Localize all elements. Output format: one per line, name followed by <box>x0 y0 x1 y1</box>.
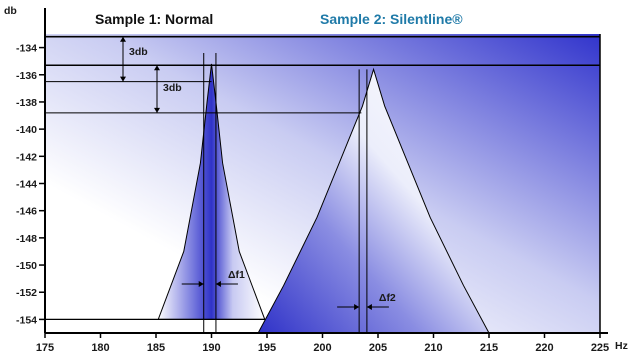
x-tick-label: 215 <box>480 342 498 353</box>
delta-arrowhead-left-series-1 <box>198 281 204 287</box>
peak-area-series-1 <box>157 63 266 320</box>
x-tick-label: 190 <box>202 342 220 353</box>
y-tick-label: -154 <box>16 314 37 326</box>
delta-label-series-2: Δf2 <box>379 292 396 304</box>
chart-title-sample-1: Sample 1: Normal <box>95 11 213 27</box>
y-tick-label: -136 <box>16 70 37 82</box>
y-tick-label: -142 <box>16 151 37 163</box>
3db-arrowhead-bottom-2 <box>154 107 160 113</box>
y-tick-label: -144 <box>16 179 37 191</box>
chart-title-sample-2: Sample 2: Silentline® <box>320 11 463 27</box>
3db-label-1: 3db <box>129 46 148 58</box>
3db-arrowhead-top-2 <box>154 65 160 71</box>
x-tick-label: 200 <box>313 342 331 353</box>
peak-area-series-2 <box>257 67 490 334</box>
x-tick-label: 210 <box>424 342 442 353</box>
3db-arrowhead-top-1 <box>120 36 126 42</box>
delta-arrowhead-right-series-1 <box>215 281 221 287</box>
y-tick-label: -152 <box>16 287 37 299</box>
delta-label-series-1: Δf1 <box>228 269 245 281</box>
y-tick-label: -140 <box>16 124 37 136</box>
x-tick-label: 225 <box>591 342 609 353</box>
3db-label-2: 3db <box>163 82 182 94</box>
ticks-layer: -134 -136 -138 -140 -142 -144 -146 -148 -150 -152… <box>16 43 609 353</box>
y-tick-label: -146 <box>16 206 37 218</box>
x-tick-label: 220 <box>535 342 553 353</box>
x-tick-label: 180 <box>91 342 109 353</box>
y-tick-label: -150 <box>16 260 37 272</box>
3db-arrowhead-bottom-1 <box>120 76 126 82</box>
y-tick-label: -148 <box>16 233 37 245</box>
y-tick-label: -138 <box>16 97 37 109</box>
delta-arrowhead-right-series-2 <box>366 304 372 310</box>
x-tick-label: 195 <box>258 342 276 353</box>
reference-lines-layer <box>45 35 600 114</box>
axes-layer <box>44 8 608 334</box>
y-axis-unit: db <box>4 5 17 17</box>
x-axis-unit: Hz <box>615 340 628 352</box>
x-tick-label: 175 <box>36 342 54 353</box>
annotations-layer: Δf1 Δf2 3db 3db <box>120 36 396 310</box>
delta-arrowhead-left-series-2 <box>354 304 360 310</box>
y-tick-label: -134 <box>16 43 37 55</box>
x-tick-label: 205 <box>369 342 387 353</box>
x-tick-label: 185 <box>147 342 165 353</box>
